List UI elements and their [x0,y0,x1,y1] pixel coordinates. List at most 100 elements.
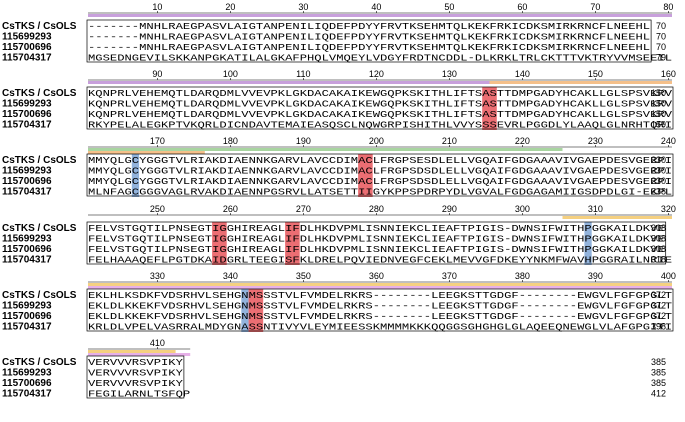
structure-bar [489,81,672,84]
ruler-tick: 350 [296,271,311,281]
sequence-end-position: 385 [651,357,666,367]
ruler-tick: 300 [515,204,530,214]
sequence-residues: FELVSTGQTILPNSEGTIGGHIREAGLIFDLHKDVPMLIS… [88,224,665,234]
sequence-name: 115704317 [2,53,52,64]
alignment-blocks: 10 20 30 40 50 60 70 80 CsTKS / CsOLS -------MNHL… [2,2,676,400]
conservation-box [86,19,652,63]
sequence-end-position: 238 [651,187,666,197]
sequence-end-position: 385 [651,368,666,378]
ruler-tick: 140 [515,69,530,79]
sequence-name: 115700696 [2,176,52,187]
conserved-residue-highlight [241,289,249,332]
conserved-residue-highlight [285,222,300,265]
sequence-end-position: 412 [651,389,666,399]
sequence-name: 115704317 [2,120,52,131]
ruler-tick: 200 [369,136,384,146]
ruler-tick: 150 [588,69,603,79]
ruler-tick: 160 [661,69,676,79]
structure-bar [88,151,205,154]
ruler-tick: 190 [296,136,311,146]
conservation-box [86,86,674,130]
sequence-end-position: 79 [656,53,666,63]
sequence-end-position: 150 [651,99,666,109]
sequence-name: 115700696 [2,378,52,389]
sequence-end-position: 308 [651,223,666,233]
alignment-block: 90 100 110 120 130 140 150 160 CsTKS / CsOLS KQNP… [2,69,676,131]
sequence-name: 115704317 [2,322,52,333]
sequence-residues: -------MNHLRAEGPASVLAIGTANPENILIQDEFPDYY… [88,22,650,32]
conserved-residue-highlight [482,87,497,130]
sequence-end-position: 372 [651,311,666,321]
sequence-residues: FELVSTGQTILPNSEGTIGGHIREAGLIFDLHKDVPMLIS… [88,235,665,245]
sequence-end-position: 372 [651,301,666,311]
ruler-tick: 400 [661,271,676,281]
sequence-name: 115700696 [2,109,52,120]
ruler-tick: 20 [225,2,235,12]
sequence-end-position: 385 [651,378,666,388]
sequence-end-position: 230 [651,176,666,186]
ruler-tick: 280 [369,204,384,214]
ruler-tick: 100 [223,69,238,79]
ruler-tick: 310 [588,204,603,214]
sequence-end-position: 372 [651,290,666,300]
sequence-end-position: 150 [651,88,666,98]
alignment-block: 250 260 270 280 290 300 310 320 CsTKS / CsOLS FEL… [2,204,676,266]
ruler-tick: 10 [152,2,162,12]
ruler-tick: 130 [442,69,457,79]
ruler-tick: 210 [442,136,457,146]
ruler-tick: 30 [298,2,308,12]
sequence-end-position: 230 [651,166,666,176]
sequence-residues: FELVSTGQTILPNSEGTIGGHIREAGLIFDLHKDVPMLIS… [88,245,665,255]
alignment-block: 10 20 30 40 50 60 70 80 CsTKS / CsOLS -------MNHL… [2,2,673,64]
sequence-name: 115699293 [2,301,52,312]
sequence-residues: VERVVVRSVPIKY [88,369,184,379]
sequence-end-position: 398 [651,322,666,332]
ruler-tick: 180 [223,136,238,146]
ruler-tick: 320 [661,204,676,214]
sequence-name: 115699293 [2,99,52,110]
alignment-block: 330 340 350 360 370 380 390 400 CsTKS / CsOLS EKL… [2,271,676,333]
sequence-residues: FELHAAAQEFLPGTDKAIDGRLTEEGISFKLDRELPQVIE… [88,256,672,266]
sequence-end-position: 159 [651,120,666,130]
ruler-tick: 330 [150,271,165,281]
conservation-box [86,153,674,197]
sequence-residues: KRLDLVPELVASRRALMDYGNASSNTIVYVLEYMIEESSK… [88,323,672,333]
sequence-name: CsTKS / CsOLS [2,88,77,99]
ruler-tick: 120 [369,69,384,79]
sequence-residues: EKLDLKKEKFVDSRHVLSEHGNMSSSTVLFVMDELRKRS-… [88,302,673,312]
sequence-end-position: 230 [651,155,666,165]
ruler-tick: 270 [296,204,311,214]
sequence-name: CsTKS / CsOLS [2,357,77,368]
sequence-residues: EKLHLKSDKFVDSRHVLSEHGNMSSSTVLFVMDELRKRS-… [88,291,673,301]
ruler-tick: 60 [517,2,527,12]
sequence-residues: VERVVVRSVPIKY [88,358,184,368]
ruler-tick: 390 [588,271,603,281]
conserved-residue-highlight [584,222,592,265]
ruler-tick: 70 [590,2,600,12]
conservation-box [86,288,674,332]
conservation-box [86,221,667,265]
ruler-tick: 80 [663,2,673,12]
ruler-tick: 370 [442,271,457,281]
sequence-name: 115699293 [2,368,52,379]
ruler-tick: 410 [150,338,165,348]
ruler-tick: 220 [515,136,530,146]
ruler-tick: 360 [369,271,384,281]
sequence-residues: FEGILARNLTSFQP [88,390,190,400]
structure-bar [88,81,490,84]
sequence-name: 115699293 [2,166,52,177]
sequence-name: CsTKS / CsOLS [2,223,77,234]
sequence-end-position: 70 [656,21,666,31]
sequence-residues: MLNFAGCGGGVAGLRVAKDIAENNPGSRVLLATSETTIIG… [88,188,672,198]
sequence-name: 115700696 [2,42,52,53]
ruler-tick: 380 [515,271,530,281]
sequence-residues: -------MNHLRAEGPASVLAIGTANPENILIQDEFPDYY… [88,33,650,43]
sequence-residues: MGSEDNGEVILSKKANPGKATILALGKAFPHQLVMQEYLV… [88,54,672,64]
sequence-end-position: 318 [651,255,666,265]
structure-bar [88,350,176,353]
sequence-name: 115700696 [2,311,52,322]
sequence-residues: -------MNHLRAEGPASVLAIGTANPENILIQDEFPDYY… [88,43,650,53]
ruler-tick: 250 [150,204,165,214]
sequence-end-position: 70 [656,42,666,52]
